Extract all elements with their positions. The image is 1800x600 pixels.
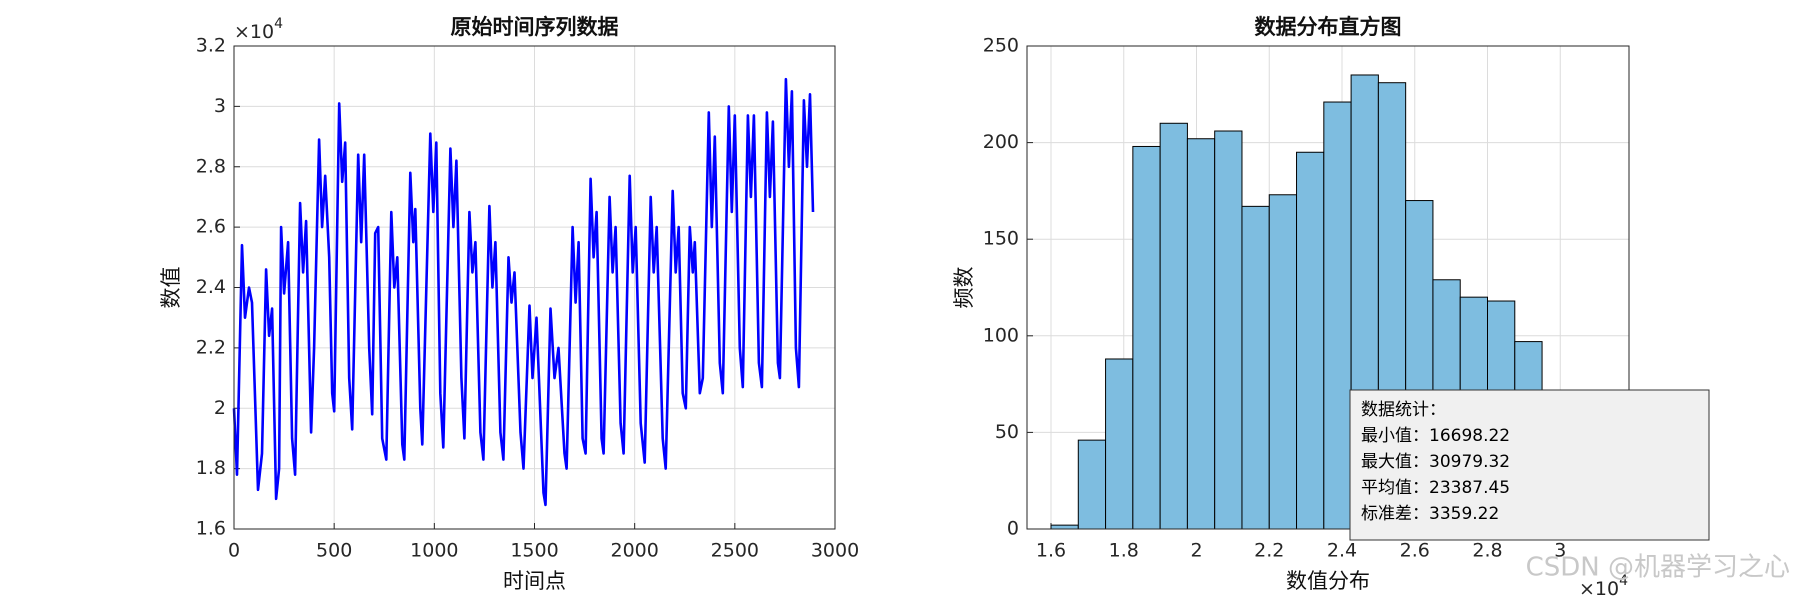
x-tick-label: 2000	[610, 540, 658, 562]
exponent-power: 4	[1619, 573, 1628, 589]
stats-line: 数据统计：	[1361, 400, 1446, 420]
plot-frame	[1026, 45, 1630, 530]
x-tick-label: 2.2	[1254, 540, 1284, 562]
x-tick-label: 2.6	[1400, 540, 1430, 562]
y-tick-label: 0	[1007, 518, 1019, 540]
x-tick-label: 2.8	[1472, 540, 1502, 562]
x-tick-label: 2.4	[1327, 540, 1357, 562]
x-axis-label: 时间点	[503, 569, 566, 593]
y-tick-label: 2	[214, 397, 226, 419]
y-tick-label: 1.6	[196, 518, 226, 540]
histogram-bar	[1186, 138, 1216, 530]
axis-exponent: ×104	[234, 16, 283, 43]
chart-title: 原始时间序列数据	[451, 15, 619, 39]
y-tick-label: 100	[983, 324, 1019, 346]
y-tick-label: 2.6	[196, 216, 226, 238]
y-tick-label: 3	[214, 95, 226, 117]
histogram-bar	[1077, 439, 1107, 530]
axis-exponent: ×104	[1579, 573, 1628, 600]
y-axis-label: 数值	[159, 267, 183, 309]
x-tick-label: 1.8	[1109, 540, 1139, 562]
exponent-base: ×10	[234, 21, 274, 43]
y-tick-label: 2.4	[196, 276, 226, 298]
histogram-bar	[1241, 205, 1270, 530]
y-tick-label: 250	[983, 35, 1019, 57]
stats-line: 标准差：3359.22	[1361, 504, 1499, 524]
stats-line: 最大值：30979.32	[1361, 452, 1510, 472]
watermark: CSDN @机器学习之心	[1526, 553, 1790, 583]
x-tick-label: 1.6	[1036, 540, 1066, 562]
histogram-bar	[1050, 524, 1079, 530]
y-tick-label: 150	[983, 228, 1019, 250]
x-tick-label: 3000	[811, 540, 859, 562]
x-axis-label: 数值分布	[1286, 569, 1370, 593]
x-tick-label: 2	[1190, 540, 1202, 562]
histogram-bar	[1296, 151, 1325, 530]
plot-frame	[233, 45, 836, 530]
stats-line: 平均值：23387.45	[1361, 478, 1510, 498]
histogram-bar	[1105, 358, 1134, 530]
chart-title: 数据分布直方图	[1255, 15, 1402, 39]
y-tick-label: 1.8	[196, 457, 226, 479]
y-tick-label: 3.2	[196, 35, 226, 57]
histogram-bar	[1159, 122, 1188, 530]
x-tick-label: 500	[316, 540, 352, 562]
histogram-bar	[1132, 145, 1161, 530]
y-axis-label: 频数	[952, 267, 976, 309]
y-tick-label: 200	[983, 131, 1019, 153]
y-tick-label: 2.2	[196, 336, 226, 358]
histogram-bar	[1323, 101, 1352, 530]
exponent-power: 4	[274, 16, 283, 32]
y-tick-label: 50	[995, 421, 1019, 443]
histogram-bar	[1268, 194, 1298, 530]
histogram-bar	[1214, 130, 1243, 530]
stats-box	[1349, 389, 1710, 541]
x-tick-label: 1000	[410, 540, 458, 562]
x-tick-label: 3	[1554, 540, 1566, 562]
y-tick-label: 2.8	[196, 155, 226, 177]
x-tick-label: 2500	[711, 540, 759, 562]
exponent-base: ×10	[1579, 578, 1619, 600]
x-tick-label: 0	[228, 540, 240, 562]
stats-line: 最小值：16698.22	[1361, 426, 1510, 446]
x-tick-label: 1500	[510, 540, 558, 562]
data-line	[232, 77, 815, 507]
